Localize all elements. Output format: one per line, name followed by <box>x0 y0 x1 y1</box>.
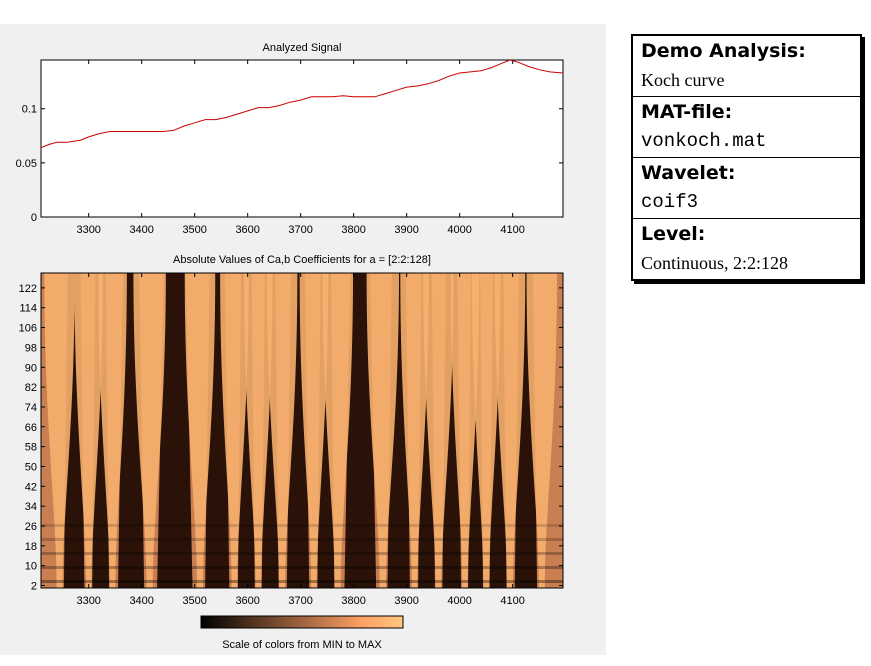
matfile-heading: MAT-file: <box>641 101 733 123</box>
heatmap-band <box>41 566 563 569</box>
signal-x-tick-label: 3700 <box>288 224 312 236</box>
signal-x-tick-label: 4000 <box>447 224 471 236</box>
matfile-cell: MAT-file: vonkoch.mat <box>633 96 860 157</box>
coefficients-x-tick-label: 3500 <box>182 595 206 607</box>
heatmap-ridge <box>44 273 75 588</box>
analysis-cell: Demo Analysis: Koch curve <box>633 36 860 96</box>
signal-title: Analyzed Signal <box>263 42 342 54</box>
coefficients-y-tick-label: 98 <box>25 342 37 354</box>
signal-x-tick-label: 3400 <box>129 224 153 236</box>
coefficients-x-tick-label: 3600 <box>235 595 259 607</box>
signal-y-ticks: 0 0.05 0.1 <box>16 104 563 224</box>
coefficients-x-tick-label: 3700 <box>288 595 312 607</box>
coefficients-y-tick-label: 34 <box>25 501 37 513</box>
analysis-heading: Demo Analysis: <box>641 40 806 62</box>
coefficients-y-tick-label: 10 <box>25 561 37 573</box>
heatmap-band <box>41 538 563 541</box>
coefficients-title: Absolute Values of Ca,b Coefficients for… <box>173 254 431 266</box>
heatmap-ridge <box>322 273 354 588</box>
coefficients-y-tick-label: 2 <box>31 581 37 593</box>
wavelet-value: coif3 <box>641 191 699 213</box>
wavelet-cell: Wavelet: coif3 <box>633 157 860 218</box>
signal-x-ticks: 3300 3400 3500 3600 3700 3800 3900 4000 4100 <box>76 60 525 236</box>
signal-x-tick-label: 3900 <box>394 224 418 236</box>
colorbar <box>200 615 404 629</box>
coefficients-x-tick-label: 4100 <box>500 595 524 607</box>
signal-y-tick-label: 0 <box>31 212 37 224</box>
heatmap-ridge <box>471 273 501 588</box>
heatmap-ridge <box>299 273 329 588</box>
coefficients-x-tick-label: 3300 <box>76 595 100 607</box>
coefficients-y-tick-label: 90 <box>25 362 37 374</box>
heatmap-ridge <box>133 273 166 588</box>
heatmap-ridge <box>98 273 127 588</box>
coefficients-x-ticks: 3300 3400 3500 3600 3700 3800 3900 4000 4100 <box>76 273 525 607</box>
analysis-value: Koch curve <box>641 70 725 90</box>
coefficients-x-tick-label: 3900 <box>394 595 418 607</box>
level-value: Continuous, 2:2:128 <box>641 253 789 273</box>
coefficients-heatmap <box>41 273 563 588</box>
heatmap-ridge <box>266 273 298 588</box>
level-heading: Level: <box>641 223 706 245</box>
wavelet-heading: Wavelet: <box>641 162 736 184</box>
coefficients-y-tick-label: 114 <box>19 303 37 315</box>
heatmap-ridge <box>220 273 249 588</box>
coefficients-y-tick-label: 106 <box>19 323 37 335</box>
coefficients-y-tick-label: 66 <box>25 422 37 434</box>
signal-x-tick-label: 3800 <box>341 224 365 236</box>
heatmap-valley <box>157 273 193 588</box>
heatmap-ridge <box>494 273 526 588</box>
colorbar-label: Scale of colors from MIN to MAX <box>222 639 382 651</box>
info-panel: Demo Analysis: Koch curve MAT-file: vonk… <box>631 34 862 281</box>
coefficients-y-tick-label: 18 <box>25 541 37 553</box>
level-cell: Level: Continuous, 2:2:128 <box>633 218 860 279</box>
heatmap-ridge <box>74 273 104 588</box>
signal-y-tick-label: 0.1 <box>22 104 37 116</box>
coefficients-x-tick-label: 3800 <box>341 595 365 607</box>
heatmap-ridge <box>423 273 454 588</box>
coefficients-y-tick-label: 42 <box>25 481 37 493</box>
coefficients-y-tick-label: 74 <box>25 402 37 414</box>
coefficients-y-tick-label: 122 <box>19 283 37 295</box>
figure-canvas: Analyzed Signal 3300 3400 3500 3600 3700 3800… <box>16 42 564 651</box>
heatmap-band <box>41 524 563 527</box>
heatmap-ridge <box>184 273 216 588</box>
coefficients-y-tick-label: 58 <box>25 442 37 454</box>
coefficients-y-tick-label: 26 <box>25 521 37 533</box>
signal-x-tick-label: 3500 <box>182 224 206 236</box>
coefficients-y-tick-label: 50 <box>25 461 37 473</box>
heatmap-ridge <box>366 273 400 588</box>
heatmap-ridge <box>526 273 558 588</box>
heatmap-ridge <box>243 273 273 588</box>
coefficients-x-tick-label: 4000 <box>447 595 471 607</box>
coefficients-y-tick-label: 82 <box>25 382 37 394</box>
coefficients-x-tick-label: 3400 <box>129 595 153 607</box>
heatmap-ridge <box>450 273 480 588</box>
matfile-value: vonkoch.mat <box>641 130 767 152</box>
signal-line <box>41 60 563 149</box>
signal-x-tick-label: 3600 <box>235 224 259 236</box>
signal-y-tick-label: 0.05 <box>16 158 37 170</box>
figure-panel: Analyzed Signal 3300 3400 3500 3600 3700 3800… <box>0 24 606 655</box>
signal-axes <box>40 59 564 218</box>
heatmap-ridge <box>400 273 429 588</box>
coefficients-y-ticks: 2 10 18 26 34 42 50 58 66 74 82 90 98 106 114 122 <box>19 283 563 593</box>
coefficients-axes-frame <box>40 272 564 589</box>
signal-x-tick-label: 3300 <box>76 224 100 236</box>
heatmap-band <box>41 580 563 583</box>
heatmap-band <box>41 552 563 555</box>
signal-x-tick-label: 4100 <box>500 224 524 236</box>
